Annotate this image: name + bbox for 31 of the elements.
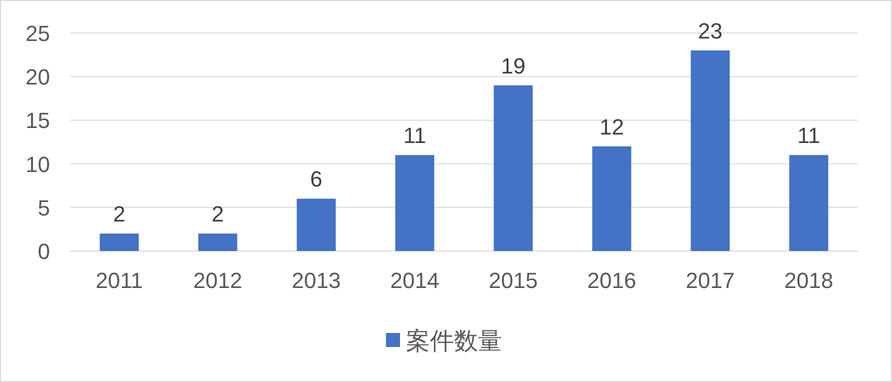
y-tick-label: 15 bbox=[26, 108, 50, 134]
data-label: 2 bbox=[212, 202, 224, 227]
legend-label: 案件数量 bbox=[406, 328, 502, 355]
bar bbox=[494, 85, 533, 251]
x-tick-label: 2015 bbox=[488, 268, 538, 293]
x-tick-label: 2016 bbox=[587, 268, 636, 293]
data-label: 23 bbox=[698, 18, 722, 44]
bar bbox=[690, 50, 730, 251]
y-tick-label: 25 bbox=[26, 21, 50, 46]
y-tick-label: 20 bbox=[26, 64, 50, 90]
data-label: 11 bbox=[403, 123, 426, 148]
x-tick-label: 2018 bbox=[784, 268, 834, 293]
bar bbox=[789, 155, 828, 251]
y-tick-label: 5 bbox=[38, 195, 50, 220]
x-tick-label: 2013 bbox=[292, 268, 341, 293]
data-label: 19 bbox=[501, 53, 526, 78]
data-label: 6 bbox=[310, 166, 322, 192]
bar bbox=[592, 146, 632, 251]
bar bbox=[100, 234, 139, 251]
bar bbox=[198, 234, 238, 251]
x-tick-label: 2017 bbox=[686, 268, 735, 293]
y-tick-label: 10 bbox=[26, 152, 50, 177]
data-label: 11 bbox=[797, 123, 820, 148]
data-label: 2 bbox=[113, 202, 126, 227]
data-label: 12 bbox=[600, 114, 624, 140]
x-tick-label: 2012 bbox=[193, 268, 242, 293]
bar bbox=[296, 198, 336, 251]
x-tick-label: 2014 bbox=[390, 268, 440, 293]
y-tick-label: 0 bbox=[38, 239, 50, 264]
bar bbox=[395, 155, 434, 251]
x-tick-label: 2011 bbox=[96, 268, 143, 293]
